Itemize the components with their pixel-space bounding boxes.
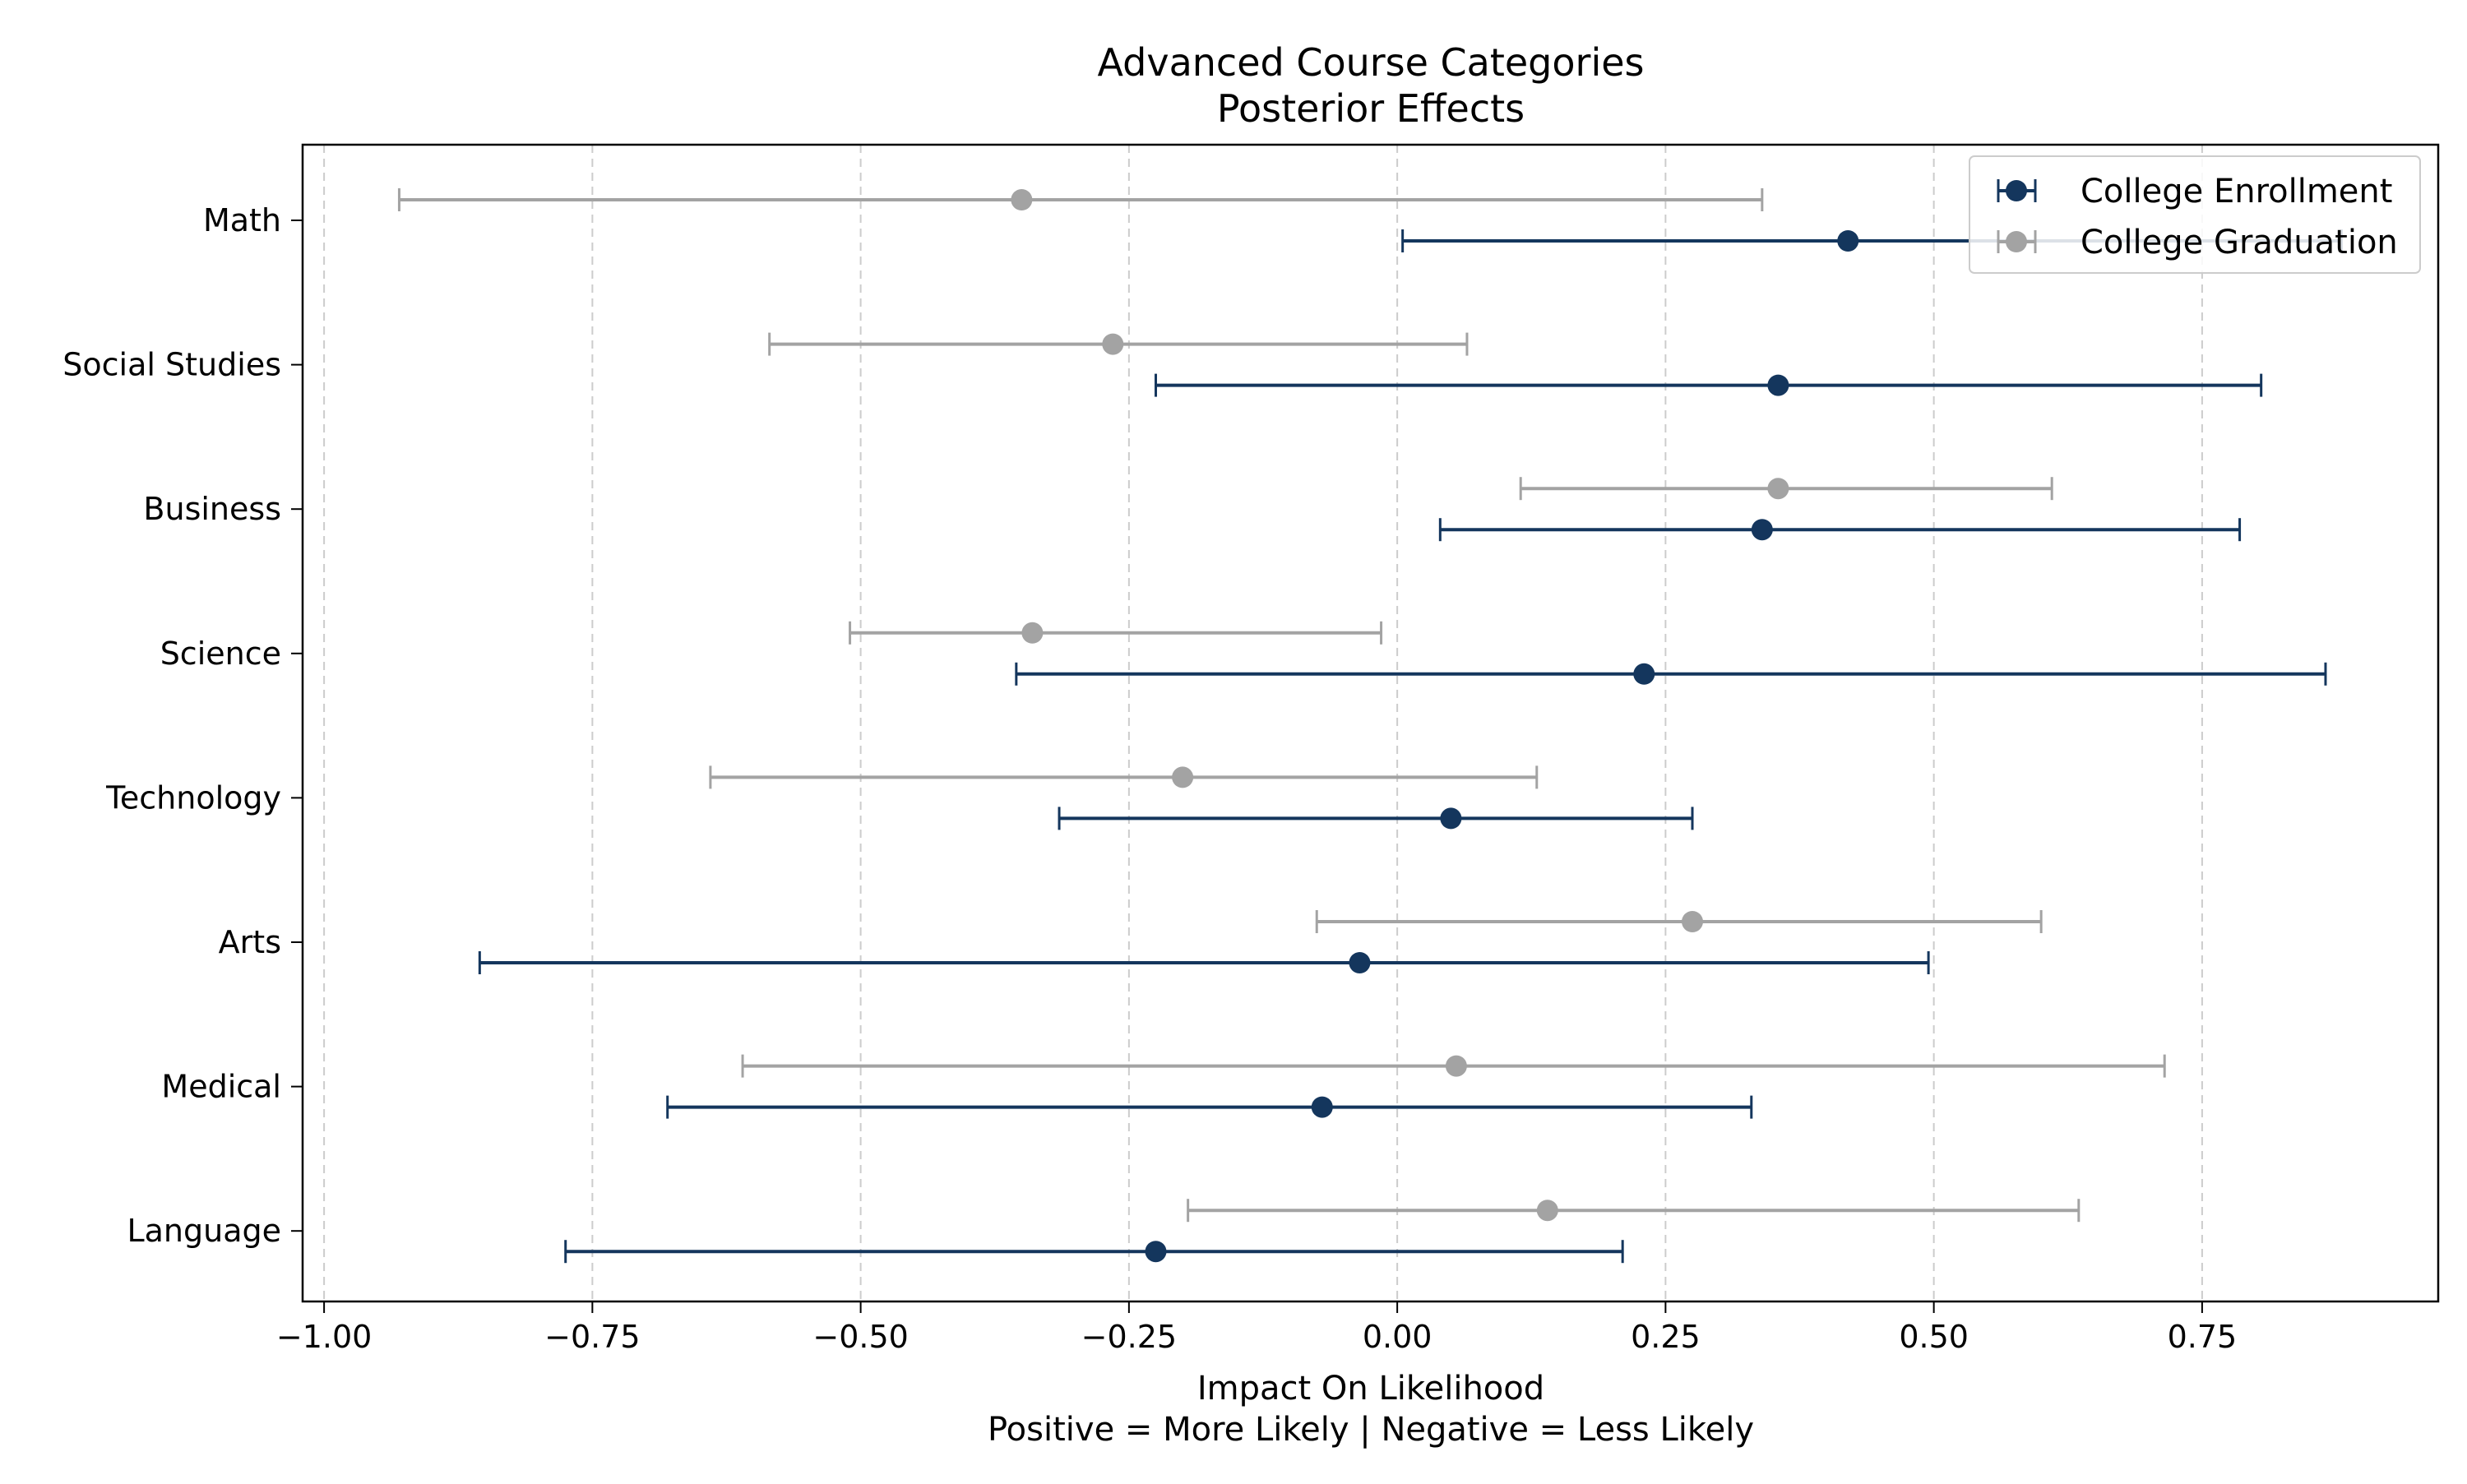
x-tick-label: 0.25 bbox=[1631, 1319, 1701, 1355]
y-tick-label: Technology bbox=[105, 779, 281, 816]
plot-frame bbox=[301, 143, 2440, 1303]
chart-subtitle: Posterior Effects bbox=[1217, 86, 1525, 131]
point-marker bbox=[1445, 1055, 1467, 1077]
point-marker bbox=[1440, 807, 1462, 830]
x-tick-label: −0.75 bbox=[544, 1319, 640, 1355]
legend-box bbox=[1969, 155, 2421, 274]
y-tick-label: Business bbox=[143, 491, 281, 527]
x-tick-label: 0.50 bbox=[1899, 1319, 1969, 1355]
x-axis-sublabel: Positive = More Likely | Negative = Less… bbox=[988, 1411, 1754, 1449]
point-marker bbox=[1682, 911, 1704, 932]
point-marker bbox=[1349, 952, 1371, 973]
chart-title: Advanced Course Categories bbox=[1097, 40, 1644, 85]
y-tick-label: Medical bbox=[161, 1069, 281, 1105]
point-marker bbox=[1011, 189, 1033, 210]
legend: College Enrollment College Graduation bbox=[1969, 155, 2421, 274]
point-marker bbox=[1767, 478, 1789, 500]
y-tick-label: Arts bbox=[219, 924, 281, 960]
legend-swatch-marker bbox=[2006, 231, 2027, 252]
y-tick-label: Science bbox=[160, 636, 281, 672]
point-marker bbox=[1021, 622, 1044, 644]
point-marker bbox=[1102, 333, 1124, 355]
point-marker bbox=[1767, 374, 1789, 396]
legend-swatch-marker bbox=[2006, 180, 2027, 201]
error-bars bbox=[397, 188, 2344, 1264]
point-marker bbox=[1633, 663, 1655, 685]
grid-lines bbox=[323, 145, 2203, 1301]
x-tick-label: −1.00 bbox=[276, 1319, 372, 1355]
x-tick-label: −0.25 bbox=[1081, 1319, 1177, 1355]
axes: −1.00 −0.75 −0.50 −0.25 0.00 0.25 0.50 0.75 Math… bbox=[62, 143, 2440, 1355]
point-marker bbox=[1837, 230, 1859, 252]
legend-label: College Graduation bbox=[2081, 224, 2398, 261]
x-tick-label: 0.75 bbox=[2168, 1319, 2238, 1355]
point-marker bbox=[1311, 1096, 1333, 1118]
x-tick-label: 0.00 bbox=[1363, 1319, 1433, 1355]
y-tick-label: Social Studies bbox=[62, 347, 281, 383]
y-tick-label: Math bbox=[203, 202, 281, 238]
x-tick-label: −0.50 bbox=[812, 1319, 908, 1355]
y-tick-label: Language bbox=[127, 1213, 281, 1249]
point-marker bbox=[1145, 1241, 1167, 1263]
legend-label: College Enrollment bbox=[2081, 173, 2392, 210]
point-marker bbox=[1751, 519, 1773, 541]
x-axis-label: Impact On Likelihood bbox=[1197, 1370, 1544, 1408]
point-marker bbox=[1172, 766, 1194, 788]
point-marker bbox=[1536, 1200, 1558, 1222]
